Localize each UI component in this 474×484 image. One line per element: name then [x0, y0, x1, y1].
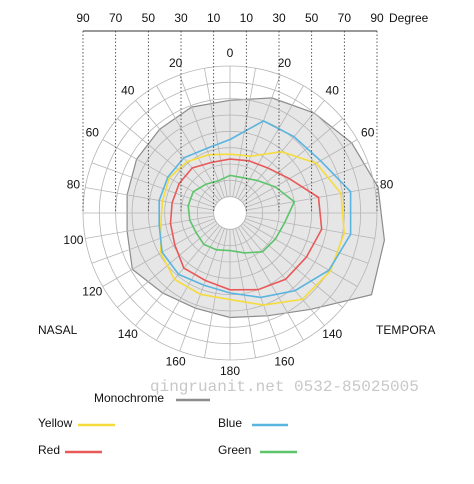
theta-tick-label: 160 — [166, 355, 186, 369]
spoke — [232, 68, 256, 197]
spoke — [102, 220, 217, 287]
top-tick-label: 90 — [370, 11, 384, 25]
spoke — [245, 218, 369, 264]
top-tick-label: 10 — [240, 11, 254, 25]
spoke — [245, 162, 369, 208]
theta-tick-label: 180 — [220, 364, 240, 378]
spoke — [117, 118, 218, 203]
theta-tick-label: 160 — [274, 355, 294, 369]
theta-tick-label: 100 — [63, 233, 83, 247]
side-label-left: NASAL — [38, 323, 78, 337]
spoke — [243, 220, 358, 287]
theta-tick-label: 60 — [86, 126, 100, 140]
top-tick-label: 30 — [174, 11, 188, 25]
theta-tick-label: 40 — [326, 83, 340, 97]
spoke — [240, 100, 325, 201]
spoke — [243, 139, 358, 206]
legend-label: Blue — [218, 416, 242, 430]
spoke — [85, 187, 214, 211]
spoke — [246, 187, 375, 211]
top-tick-label: 30 — [272, 11, 286, 25]
spoke — [232, 229, 256, 358]
theta-tick-label: 60 — [361, 126, 375, 140]
legend-label: Green — [218, 443, 251, 457]
spoke — [246, 215, 375, 239]
spoke — [242, 118, 343, 203]
legend-label: Red — [38, 443, 60, 457]
theta-tick-label: 120 — [82, 285, 102, 299]
spoke — [242, 223, 343, 308]
spoke — [156, 85, 223, 200]
series-polygon — [187, 174, 296, 254]
spoke — [204, 68, 228, 197]
theta-tick-label: 20 — [169, 56, 183, 70]
spoke — [179, 74, 225, 198]
spoke — [85, 215, 214, 239]
theta-tick-label: 80 — [380, 178, 394, 192]
spoke — [237, 85, 304, 200]
legend-label: Yellow — [38, 416, 73, 430]
spoke — [156, 226, 223, 341]
theta-tick-label: 40 — [121, 83, 135, 97]
theta-tick-label: 140 — [322, 327, 342, 341]
series-polygon — [169, 158, 323, 291]
theta-tick-label: 20 — [278, 56, 292, 70]
theta-tick-label: 80 — [67, 178, 81, 192]
watermark: qingruanit.net 0532-85025005 — [150, 378, 419, 396]
spoke — [237, 226, 304, 341]
spoke — [102, 139, 217, 206]
legend-label: Monochrome — [94, 391, 164, 405]
series-polygon — [159, 150, 346, 306]
top-tick-label: 70 — [338, 11, 352, 25]
spoke — [135, 225, 220, 326]
top-axis-title: Degree — [389, 11, 429, 25]
center-disc — [213, 196, 247, 230]
spoke — [240, 225, 325, 326]
top-tick-label: 70 — [109, 11, 123, 25]
top-tick-label: 10 — [207, 11, 221, 25]
spoke — [179, 228, 225, 352]
top-tick-label: 50 — [142, 11, 156, 25]
top-tick-label: 90 — [76, 11, 90, 25]
side-label-right: TEMPORA — [376, 323, 435, 337]
theta-tick-label: 0 — [227, 46, 234, 60]
spoke — [91, 218, 215, 264]
spoke — [91, 162, 215, 208]
series-polygon — [158, 119, 352, 299]
theta-tick-label: 140 — [118, 327, 138, 341]
top-tick-label: 50 — [305, 11, 319, 25]
